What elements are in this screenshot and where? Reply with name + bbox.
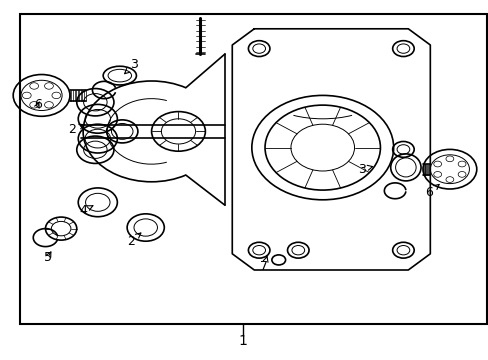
- Text: 2: 2: [127, 233, 141, 248]
- Text: 6: 6: [34, 98, 42, 111]
- Text: 6: 6: [425, 184, 438, 199]
- Text: 5: 5: [44, 251, 52, 264]
- Text: 1: 1: [238, 334, 247, 348]
- Bar: [20, 14, 486, 324]
- Text: 3: 3: [357, 163, 372, 176]
- Text: 4: 4: [79, 204, 93, 217]
- Text: 7: 7: [260, 257, 267, 273]
- Text: 2: 2: [68, 123, 84, 136]
- Text: 3: 3: [124, 58, 138, 74]
